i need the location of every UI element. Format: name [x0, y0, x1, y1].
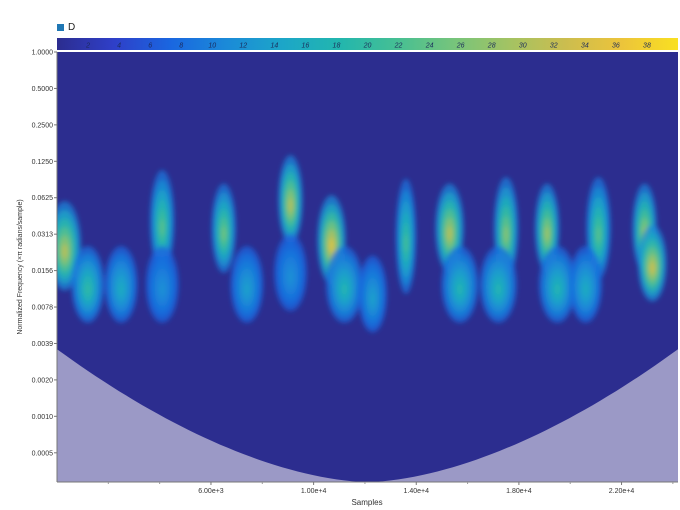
scalogram-hotspots [57, 155, 667, 333]
y-tick-label: 0.0005 [32, 450, 54, 457]
scalogram-hotspot [554, 282, 561, 296]
scalogram-hotspot [403, 233, 408, 254]
x-tick-label: 6.00e+3 [198, 488, 224, 495]
x-tick-label: 1.80e+4 [506, 488, 532, 495]
scalogram-hotspot [341, 282, 348, 296]
scalogram-hotspot [61, 244, 68, 259]
colorbar-ticks: 2 4 6 8 10 12 14 16 18 20 22 24 26 28 30 32 34 36 38 [85, 43, 651, 50]
y-tick-label: 0.2500 [32, 122, 54, 129]
x-axis-label: Samples [351, 498, 382, 507]
scalogram-hotspot [287, 271, 294, 284]
scalogram-hotspot [596, 226, 601, 244]
x-tick-label: 1.40e+4 [404, 488, 430, 495]
scalogram-hotspot [370, 292, 376, 306]
y-tick-label: 0.0010 [32, 414, 54, 421]
legend-label: D [68, 22, 76, 33]
x-tick-label: 2.20e+4 [609, 488, 635, 495]
scalogram-hotspot [545, 226, 550, 242]
colorbar-tick-label: 22 [394, 43, 403, 50]
y-tick-label: 1.0000 [32, 50, 54, 57]
x-axis-ticks: 6.00e+3 1.00e+4 1.40e+4 1.80e+4 2.20e+4 [107, 482, 674, 495]
colorbar-tick-label: 10 [208, 43, 216, 50]
colorbar-tick-label: 24 [425, 43, 434, 50]
scalogram-hotspot [160, 219, 165, 237]
colorbar-tick-label: 26 [456, 43, 465, 50]
y-axis-label: Normalized Frequency (×π radians/sample) [17, 199, 24, 334]
scalogram-hotspot [456, 282, 463, 296]
colorbar-tick-label: 2 [85, 43, 90, 50]
y-tick-label: 0.0156 [32, 268, 54, 275]
scalogram-hotspot [159, 282, 165, 296]
scalogram-hotspot [288, 198, 293, 213]
y-tick-label: 0.0313 [32, 232, 54, 239]
colorbar-tick-label: 12 [239, 43, 247, 50]
colorbar-tick-label: 32 [550, 43, 558, 50]
scalogram-hotspot [221, 226, 226, 242]
legend-swatch [57, 24, 64, 31]
colorbar [57, 38, 678, 50]
colorbar-tick-label: 14 [270, 43, 278, 50]
colorbar-tick-label: 20 [363, 43, 372, 50]
scalogram-hotspot [329, 238, 334, 253]
y-tick-label: 0.0625 [32, 195, 54, 202]
colorbar-tick-label: 8 [179, 43, 183, 50]
scalogram-hotspot [495, 282, 502, 296]
colorbar-tick-label: 4 [117, 43, 121, 50]
colorbar-tick-label: 16 [302, 43, 310, 50]
colorbar-tick-label: 28 [487, 43, 496, 50]
cone-of-influence [57, 349, 678, 482]
legend: D [57, 22, 75, 33]
colorbar-tick-label: 18 [333, 43, 341, 50]
scalogram-hotspot [504, 226, 509, 244]
colorbar-tick-label: 30 [519, 43, 527, 50]
scalogram-hotspot [85, 282, 91, 296]
scalogram-hotspot [447, 226, 453, 242]
scalogram-hotspot [118, 282, 124, 296]
y-tick-label: 0.1250 [32, 159, 54, 166]
colorbar-tick-label: 36 [612, 43, 620, 50]
x-tick-label: 1.00e+4 [301, 488, 327, 495]
scalogram-hotspot [582, 282, 589, 296]
colorbar-tick-label: 34 [581, 43, 589, 50]
y-axis-ticks: 1.0000 0.5000 0.2500 0.1250 0.0625 0.0313 0.01… [32, 50, 57, 457]
colorbar-tick-label: 6 [148, 43, 152, 50]
y-tick-label: 0.0020 [32, 377, 54, 384]
y-tick-label: 0.0078 [32, 305, 54, 312]
colorbar-tick-label: 38 [643, 43, 651, 50]
y-tick-label: 0.0039 [32, 341, 54, 348]
scalogram-hotspot [649, 261, 655, 275]
scalogram-hotspot [244, 282, 250, 296]
y-tick-label: 0.5000 [32, 86, 54, 93]
